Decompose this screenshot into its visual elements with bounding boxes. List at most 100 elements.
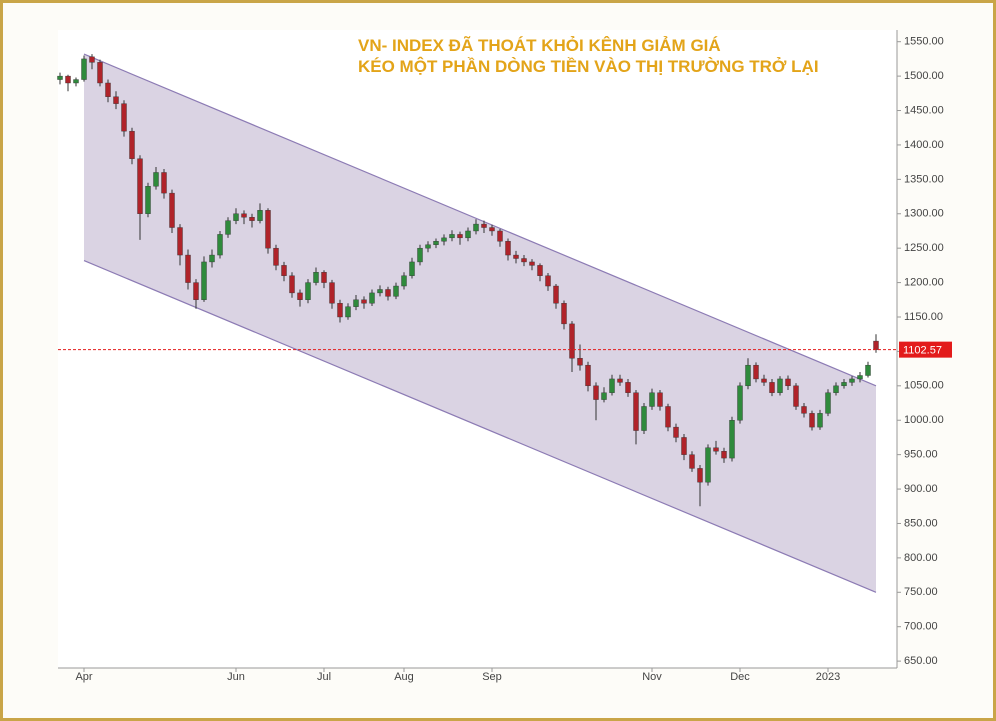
candle-body <box>665 406 671 428</box>
candle-body <box>145 186 151 214</box>
candle-body <box>249 217 255 221</box>
y-tick-label: 1000.00 <box>904 414 944 426</box>
candle-body <box>849 378 855 383</box>
candle-body <box>785 378 791 387</box>
candle-body <box>553 285 559 304</box>
x-tick-label: Apr <box>75 671 92 683</box>
candle-body <box>633 392 639 431</box>
candle-body <box>449 234 455 239</box>
candle-body <box>769 382 775 393</box>
y-tick-label: 1350.00 <box>904 173 944 185</box>
x-tick-label: Aug <box>394 671 414 683</box>
candle-body <box>697 468 703 483</box>
plot-layer: 650.00 700.00 750.00 800.00 850.00 900.00 950.… <box>57 30 952 683</box>
candle-body <box>137 158 143 214</box>
x-tick-label: Nov <box>642 671 662 683</box>
channel-line <box>83 53 877 387</box>
x-tick-label: Jul <box>317 671 331 683</box>
candle-body <box>257 210 263 221</box>
candle-body <box>105 82 111 97</box>
candle-body <box>745 364 751 387</box>
candle-body <box>281 265 287 276</box>
candle-body <box>241 213 247 218</box>
candle-body <box>617 378 623 383</box>
candle-body <box>193 282 199 300</box>
x-tick-label: Dec <box>730 671 750 683</box>
candle-body <box>65 75 71 84</box>
candle-body <box>865 364 871 376</box>
candle-body <box>809 413 815 428</box>
candle-body <box>569 323 575 359</box>
candle-body <box>817 413 823 428</box>
candle-body <box>225 220 231 235</box>
candle-body <box>833 385 839 393</box>
candle-body <box>265 210 271 249</box>
candle-body <box>481 223 487 228</box>
y-tick-label: 700.00 <box>904 621 938 633</box>
candle-body <box>561 303 567 325</box>
candle-body <box>433 241 439 245</box>
y-tick-label: 1300.00 <box>904 208 944 220</box>
candle-body <box>705 447 711 483</box>
candle-body <box>713 447 719 452</box>
y-tick-label: 750.00 <box>904 586 938 598</box>
y-tick-label: 1500.00 <box>904 70 944 82</box>
candle-body <box>825 392 831 414</box>
x-tick-label: 2023 <box>816 671 840 683</box>
candle-body <box>393 285 399 297</box>
candle-body <box>465 230 471 239</box>
candle-body <box>737 385 743 421</box>
candle-body <box>113 96 119 104</box>
y-tick-label: 1450.00 <box>904 104 944 116</box>
y-tick-label: 1200.00 <box>904 276 944 288</box>
candle-body <box>321 272 327 283</box>
candle-body <box>81 58 87 80</box>
candle-body <box>625 382 631 393</box>
y-tick-label: 1150.00 <box>904 311 943 323</box>
candle-body <box>377 289 383 294</box>
chart-title: VN- INDEX ĐÃ THOÁT KHỎI KÊNH GIẢM GIÁ <box>358 35 721 55</box>
x-tick-label: Jun <box>227 671 245 683</box>
y-tick-label: 800.00 <box>904 552 938 564</box>
candle-body <box>385 289 391 297</box>
candle-body <box>641 406 647 431</box>
channel-line <box>83 260 877 593</box>
y-tick-label: 950.00 <box>904 449 938 461</box>
candle-body <box>793 385 799 407</box>
candle-body <box>673 426 679 438</box>
candle-body <box>873 340 879 350</box>
candle-body <box>409 261 415 276</box>
y-tick-label: 1050.00 <box>904 380 944 392</box>
candle-body <box>185 254 191 283</box>
candle-body <box>529 261 535 266</box>
candle-body <box>369 292 375 304</box>
candle-body <box>153 172 159 187</box>
candle-body <box>857 375 863 380</box>
candle-body <box>169 192 175 228</box>
candle-body <box>57 75 63 80</box>
y-tick-label: 1400.00 <box>904 139 944 151</box>
candle-body <box>217 234 223 256</box>
candle-body <box>721 451 727 459</box>
candle-body <box>129 130 135 159</box>
candle-body <box>505 241 511 256</box>
candle-body <box>489 227 495 232</box>
candle-body <box>601 392 607 400</box>
candle-body <box>417 247 423 263</box>
y-tick-label: 850.00 <box>904 517 938 529</box>
candle-body <box>121 103 127 132</box>
last-price-label: 1102.57 <box>903 345 942 357</box>
y-tick-label: 1250.00 <box>904 242 944 254</box>
y-tick-label: 650.00 <box>904 655 938 667</box>
candle-body <box>689 454 695 469</box>
candle-body <box>345 306 351 318</box>
candle-body <box>441 237 447 242</box>
candle-body <box>177 227 183 256</box>
candle-body <box>289 275 295 294</box>
candle-body <box>161 172 167 194</box>
candle-body <box>313 272 319 283</box>
candle-body <box>89 56 95 63</box>
candle-body <box>761 378 767 383</box>
